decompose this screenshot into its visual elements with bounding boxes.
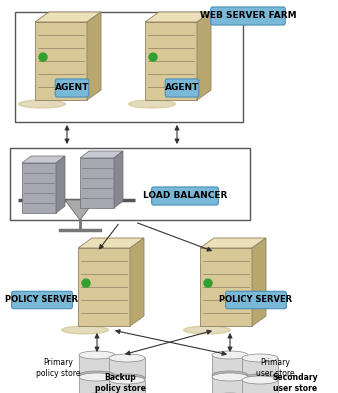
Circle shape bbox=[39, 53, 47, 61]
Polygon shape bbox=[109, 380, 145, 393]
Polygon shape bbox=[22, 163, 56, 213]
Ellipse shape bbox=[242, 354, 278, 362]
Ellipse shape bbox=[212, 373, 248, 381]
Polygon shape bbox=[22, 156, 65, 163]
FancyBboxPatch shape bbox=[15, 12, 243, 122]
Polygon shape bbox=[197, 12, 211, 100]
Circle shape bbox=[82, 279, 90, 287]
Polygon shape bbox=[200, 248, 252, 326]
Ellipse shape bbox=[79, 351, 115, 359]
Text: LOAD BALANCER: LOAD BALANCER bbox=[143, 191, 227, 200]
Polygon shape bbox=[56, 156, 65, 213]
Text: POLICY SERVER: POLICY SERVER bbox=[5, 296, 78, 305]
FancyBboxPatch shape bbox=[152, 187, 218, 205]
Ellipse shape bbox=[19, 100, 65, 108]
Polygon shape bbox=[130, 238, 144, 326]
Ellipse shape bbox=[79, 373, 115, 381]
Polygon shape bbox=[80, 151, 123, 158]
Polygon shape bbox=[114, 151, 123, 208]
FancyBboxPatch shape bbox=[211, 7, 285, 25]
Polygon shape bbox=[35, 12, 101, 22]
Polygon shape bbox=[79, 377, 115, 393]
Polygon shape bbox=[145, 12, 211, 22]
Ellipse shape bbox=[212, 371, 248, 379]
Text: AGENT: AGENT bbox=[165, 83, 199, 92]
Text: WEB SERVER FARM: WEB SERVER FARM bbox=[200, 11, 296, 20]
Polygon shape bbox=[212, 377, 248, 393]
Text: Backup
policy store: Backup policy store bbox=[95, 373, 145, 393]
Ellipse shape bbox=[62, 326, 108, 334]
Polygon shape bbox=[87, 12, 101, 100]
FancyBboxPatch shape bbox=[225, 291, 286, 309]
Polygon shape bbox=[79, 355, 115, 375]
Text: Secondary
user store: Secondary user store bbox=[272, 373, 318, 393]
Polygon shape bbox=[80, 158, 114, 208]
Polygon shape bbox=[242, 380, 278, 393]
Polygon shape bbox=[145, 22, 197, 100]
Ellipse shape bbox=[79, 371, 115, 379]
FancyBboxPatch shape bbox=[10, 148, 250, 220]
Ellipse shape bbox=[242, 374, 278, 382]
FancyBboxPatch shape bbox=[11, 291, 72, 309]
Ellipse shape bbox=[242, 376, 278, 384]
Polygon shape bbox=[78, 248, 130, 326]
Ellipse shape bbox=[128, 100, 175, 108]
Polygon shape bbox=[35, 22, 87, 100]
Ellipse shape bbox=[212, 351, 248, 359]
Polygon shape bbox=[78, 238, 144, 248]
Circle shape bbox=[204, 279, 212, 287]
Text: AGENT: AGENT bbox=[55, 83, 89, 92]
Polygon shape bbox=[212, 355, 248, 375]
Ellipse shape bbox=[184, 326, 231, 334]
Text: Primary
policy store: Primary policy store bbox=[36, 358, 80, 378]
Polygon shape bbox=[109, 358, 145, 378]
FancyBboxPatch shape bbox=[165, 79, 199, 97]
Ellipse shape bbox=[109, 374, 145, 382]
Polygon shape bbox=[65, 200, 95, 220]
FancyBboxPatch shape bbox=[55, 79, 89, 97]
Text: Primary
user store: Primary user store bbox=[256, 358, 294, 378]
Ellipse shape bbox=[109, 376, 145, 384]
Circle shape bbox=[149, 53, 157, 61]
Ellipse shape bbox=[109, 354, 145, 362]
Polygon shape bbox=[252, 238, 266, 326]
Polygon shape bbox=[200, 238, 266, 248]
Polygon shape bbox=[242, 358, 278, 378]
Text: POLICY SERVER: POLICY SERVER bbox=[219, 296, 293, 305]
